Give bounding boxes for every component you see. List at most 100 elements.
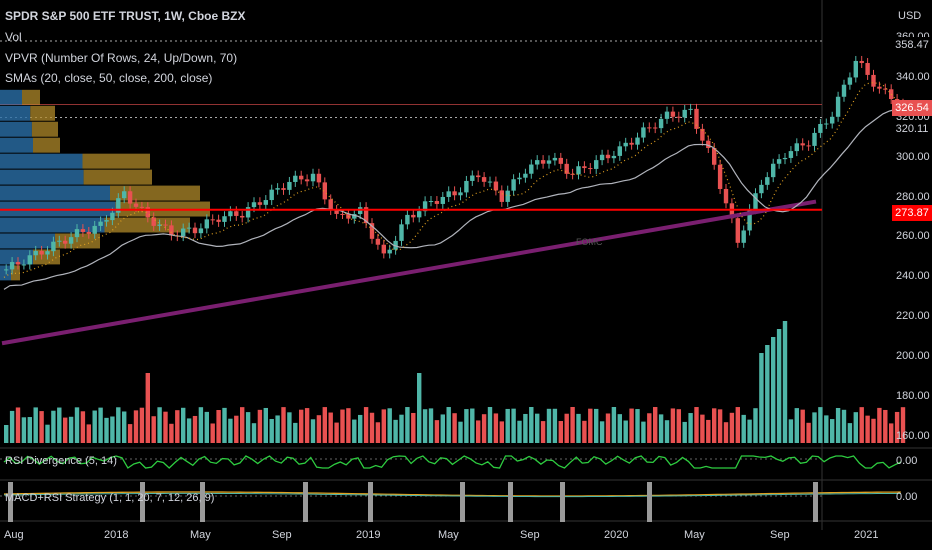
candle-body xyxy=(434,201,440,204)
candle-body xyxy=(127,191,133,204)
candle-body xyxy=(352,214,357,219)
candle-body xyxy=(4,269,9,271)
candle-body xyxy=(735,218,740,243)
candle-body xyxy=(717,164,723,189)
volume-bar xyxy=(529,407,534,443)
candle-body xyxy=(340,213,345,215)
volume-bar xyxy=(641,421,646,443)
candle-body xyxy=(269,189,274,201)
candle-body xyxy=(546,160,552,164)
price-tick-label: 260.00 xyxy=(896,230,930,243)
price-tick-label: 220.00 xyxy=(896,310,930,323)
volume-bar xyxy=(216,410,221,443)
volume-bar xyxy=(4,425,9,443)
candle-body xyxy=(399,224,404,241)
volume-bar xyxy=(68,416,74,443)
candle-body xyxy=(9,262,15,270)
chart-title: SPDR S&P 500 ETF TRUST, 1W, Cboe BZX xyxy=(5,9,246,23)
sma200-line xyxy=(1,199,817,346)
vpvr-down-bar xyxy=(83,169,152,185)
candle-body xyxy=(664,111,670,119)
volume-bar xyxy=(688,413,693,443)
strategy-marker xyxy=(560,482,565,522)
time-tick-label: Aug xyxy=(4,529,24,541)
candle-body xyxy=(883,88,888,90)
candle-body xyxy=(15,262,21,265)
candle-body xyxy=(712,148,717,165)
candle-body xyxy=(293,175,298,182)
volume-bar xyxy=(499,421,504,443)
candle-body xyxy=(387,249,392,254)
strategy-marker xyxy=(368,482,373,522)
volume-bar xyxy=(493,413,499,443)
volume-bar xyxy=(658,414,664,443)
candle-body xyxy=(676,116,681,118)
volume-bar xyxy=(251,423,257,443)
candle-body xyxy=(57,240,62,242)
volume-bar xyxy=(570,407,575,443)
candle-body xyxy=(381,244,386,254)
candle-body xyxy=(151,217,156,226)
volume-bar xyxy=(240,407,245,443)
candle-body xyxy=(605,154,611,159)
candle-body xyxy=(535,160,540,165)
candle-body xyxy=(694,108,699,129)
candle-body xyxy=(222,216,227,222)
candle-body xyxy=(889,89,894,100)
volume-bar xyxy=(98,407,103,443)
macd-title[interactable]: MACD+RSI Strategy (1, 1, 20, 7, 12, 26, … xyxy=(5,492,215,504)
candle-body xyxy=(157,224,162,226)
candle-body xyxy=(375,238,381,245)
candle-body xyxy=(647,127,652,129)
volume-bar xyxy=(39,411,44,443)
volume-bar xyxy=(865,415,870,443)
strategy-marker xyxy=(508,482,513,522)
volume-bar xyxy=(605,413,611,443)
candle-body xyxy=(511,179,516,191)
candle-body xyxy=(163,224,168,226)
volume-bar xyxy=(74,407,80,443)
volume-bar xyxy=(599,421,605,443)
candle-body xyxy=(287,181,292,190)
candle-body xyxy=(45,251,50,255)
vpvr-indicator-label[interactable]: VPVR (Number Of Rows, 24, Up/Down, 70) xyxy=(5,51,238,65)
candle-body xyxy=(63,240,68,244)
volume-bar xyxy=(700,414,705,443)
vol-indicator-label[interactable]: Vol xyxy=(5,30,22,44)
vpvr-up-bar xyxy=(0,137,33,153)
volume-bar xyxy=(269,418,274,443)
candle-body xyxy=(328,199,333,211)
volume-bar xyxy=(27,417,32,443)
volume-bar xyxy=(617,414,622,443)
volume-bar xyxy=(588,408,593,443)
volume-bar xyxy=(304,408,310,443)
volume-bar xyxy=(122,411,127,443)
volume-bar xyxy=(782,321,788,443)
strategy-marker xyxy=(140,482,145,522)
candle-body xyxy=(641,127,646,138)
volume-bar xyxy=(818,407,823,443)
candle-body xyxy=(281,188,286,190)
volume-bar xyxy=(352,419,357,443)
candle-body xyxy=(440,196,445,204)
candle-body xyxy=(635,137,640,145)
candle-body xyxy=(110,212,115,221)
volume-bar xyxy=(664,420,670,443)
vpvr-down-bar xyxy=(110,185,200,201)
candle-body xyxy=(299,175,304,180)
volume-bar xyxy=(422,409,428,443)
candle-body xyxy=(653,127,658,129)
candle-body xyxy=(68,237,74,244)
vpvr-up-bar xyxy=(0,169,84,185)
candle-body xyxy=(558,157,563,164)
macd-signal-line xyxy=(3,492,901,498)
sma-indicator-label[interactable]: SMAs (20, close, 50, close, 200, close) xyxy=(5,71,213,85)
candle-body xyxy=(458,192,463,196)
volume-bar xyxy=(417,373,422,443)
candle-body xyxy=(204,219,209,229)
volume-bar xyxy=(670,408,676,443)
volume-bar xyxy=(835,407,841,443)
volume-bar xyxy=(788,419,794,443)
candle-body xyxy=(847,77,853,85)
rsi-title[interactable]: RSI Divergence (5, 14) xyxy=(5,455,117,467)
